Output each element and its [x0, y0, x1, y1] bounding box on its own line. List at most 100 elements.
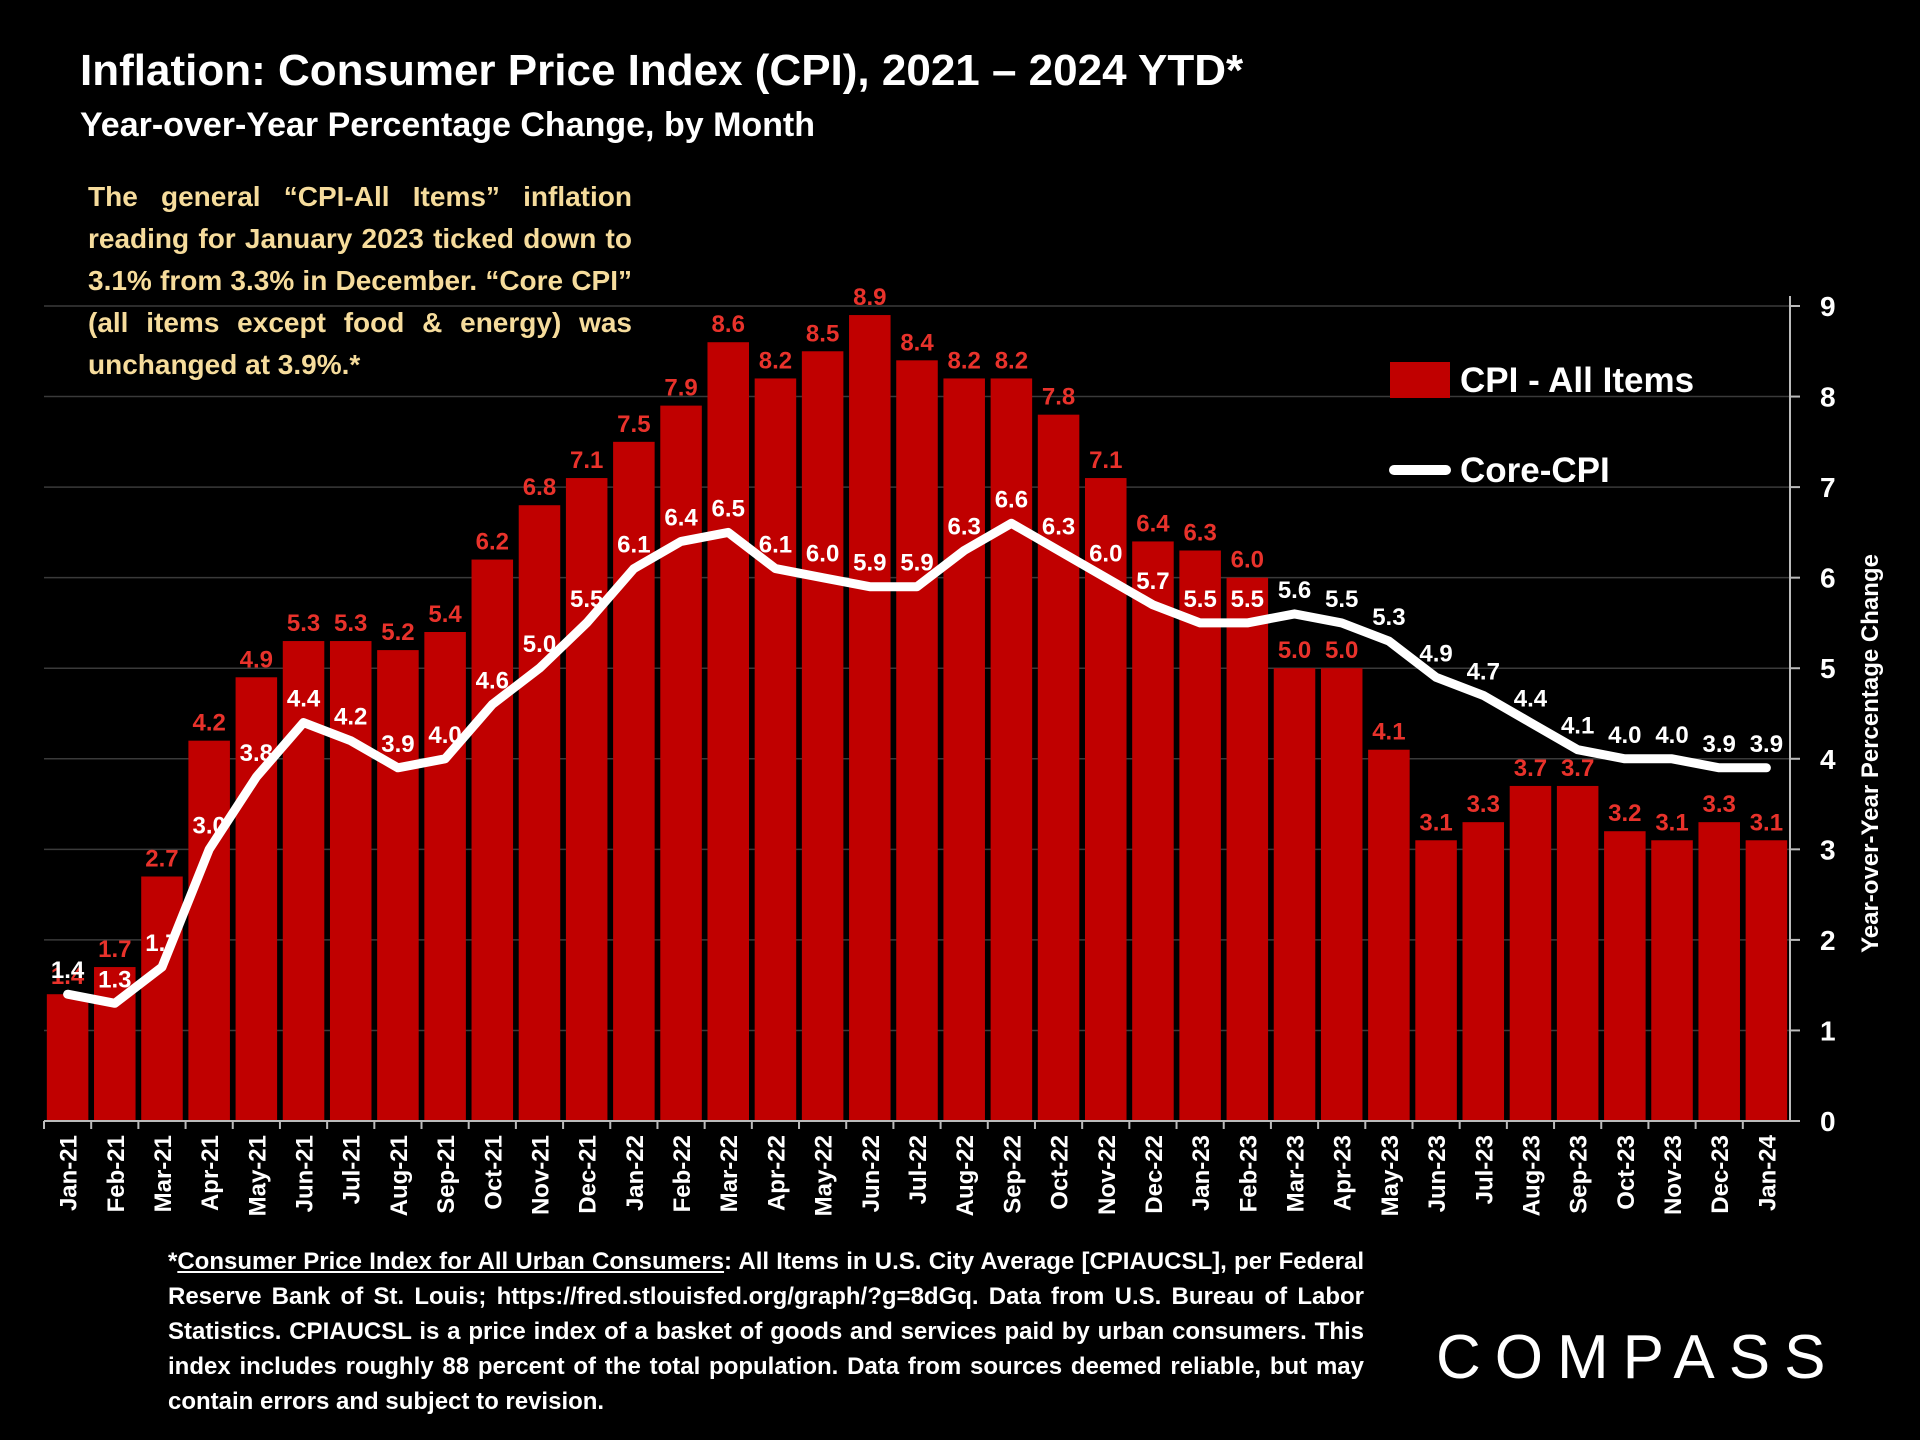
core-cpi-label: 6.1 — [617, 532, 650, 559]
cpi-bar — [1415, 840, 1457, 1121]
core-cpi-label: 6.6 — [995, 486, 1028, 513]
x-tick-label: Jul-22 — [905, 1135, 932, 1204]
core-cpi-label: 5.5 — [1325, 586, 1358, 613]
cpi-bar-label: 6.8 — [523, 474, 556, 501]
x-tick-label: Mar-23 — [1283, 1135, 1310, 1212]
cpi-bar — [1509, 785, 1552, 1121]
cpi-bar-label: 8.2 — [759, 347, 792, 374]
cpi-bar-label: 8.5 — [806, 320, 839, 347]
cpi-bar — [188, 740, 230, 1121]
core-cpi-label: 6.1 — [759, 532, 792, 559]
cpi-bar — [896, 360, 938, 1121]
cpi-bar — [329, 641, 372, 1121]
core-cpi-label: 5.6 — [1278, 577, 1311, 604]
core-cpi-label: 5.5 — [570, 586, 603, 613]
axes: 0 1 2 3 4 5 6 7 8 9 Year-over-Year Percentage Chan… — [43, 291, 1884, 1216]
x-tick-label: Jun-22 — [858, 1135, 885, 1212]
x-tick-label: Sep-23 — [1566, 1135, 1593, 1214]
footnote-series-link[interactable]: Consumer Price Index for All Urban Consu… — [177, 1248, 725, 1275]
cpi-bar — [990, 378, 1033, 1121]
core-cpi-line-group — [63, 518, 1771, 1008]
cpi-bar — [1226, 577, 1269, 1121]
core-cpi-label: 6.4 — [664, 504, 698, 531]
core-cpi-labels: 1.4 1.3 1.7 3.0 3.8 4.4 4.2 3.9 4.0 4.6 5.0 5.5 6.1 6… — [51, 486, 1783, 993]
core-cpi-label: 4.7 — [1467, 658, 1500, 685]
legend-label-core: Core-CPI — [1460, 451, 1610, 490]
cpi-bar — [1651, 840, 1693, 1121]
x-tick-label: Nov-23 — [1660, 1135, 1687, 1215]
cpi-bar — [1745, 840, 1788, 1121]
compass-logo: COMPASS — [1436, 1323, 1840, 1392]
cpi-bar — [1462, 822, 1505, 1121]
core-cpi-label: 6.3 — [1042, 514, 1075, 541]
cpi-bar-label: 7.9 — [664, 375, 697, 402]
cpi-bar-label: 6.3 — [1183, 520, 1216, 547]
x-tick-label: Jul-21 — [339, 1135, 366, 1204]
footnote-body: : All Items in U.S. City Average [CPIAUC… — [168, 1248, 1365, 1415]
cpi-bar — [46, 994, 89, 1121]
x-tick-label: Mar-22 — [716, 1135, 743, 1212]
x-tick-label: Mar-21 — [150, 1135, 177, 1212]
cpi-bar-label: 6.4 — [1136, 510, 1170, 537]
legend-label-cpi: CPI - All Items — [1460, 361, 1694, 400]
cpi-bar-label: 3.2 — [1608, 800, 1641, 827]
x-tick-label: Jun-21 — [292, 1135, 319, 1212]
x-tick-label: Nov-22 — [1094, 1135, 1121, 1215]
cpi-bar-label: 8.2 — [948, 347, 981, 374]
cpi-bar — [1698, 822, 1740, 1121]
footnote-prefix: * — [168, 1248, 178, 1275]
core-cpi-label: 5.9 — [853, 550, 886, 577]
cpi-bar-label: 3.1 — [1750, 809, 1783, 836]
x-tick-label: Apr-21 — [197, 1135, 224, 1211]
cpi-bar — [707, 342, 750, 1121]
core-cpi-label: 3.9 — [1703, 731, 1736, 758]
legend: CPI - All Items Core-CPI — [1389, 361, 1694, 490]
cpi-bar-labels: 1.4 1.7 2.7 4.2 4.9 5.3 5.3 5.2 5.4 6.2 6.8 7.1 7.5 7… — [51, 284, 1783, 990]
cpi-bar-label: 4.1 — [1372, 719, 1405, 746]
x-tick-label: Dec-23 — [1707, 1135, 1734, 1214]
core-cpi-label: 6.5 — [712, 495, 745, 522]
x-tick-label: Dec-21 — [575, 1135, 602, 1214]
chart-title: Inflation: Consumer Price Index (CPI), 2… — [80, 46, 1244, 95]
cpi-bar — [1179, 550, 1221, 1121]
cpi-bar — [1556, 785, 1599, 1121]
x-tick-label: Jan-22 — [622, 1135, 649, 1211]
cpi-bar — [235, 677, 278, 1121]
x-tick-label: Apr-22 — [763, 1135, 790, 1211]
cpi-bar — [1368, 749, 1410, 1121]
core-cpi-label: 5.5 — [1183, 586, 1216, 613]
cpi-bar-label: 5.2 — [381, 619, 414, 646]
cpi-bar-label: 1.4 — [51, 963, 85, 990]
cpi-bar — [849, 315, 891, 1121]
y-tick-label: 5 — [1820, 653, 1836, 684]
source-footnote: *Consumer Price Index for All Urban Cons… — [168, 1244, 1364, 1419]
cpi-bar-label: 3.7 — [1561, 755, 1594, 782]
cpi-bar-label: 8.4 — [900, 329, 934, 356]
y-tick-label: 4 — [1820, 744, 1836, 775]
y-tick-label: 1 — [1820, 1015, 1836, 1046]
y-tick-label: 0 — [1820, 1106, 1836, 1137]
core-cpi-label: 3.9 — [381, 731, 414, 758]
cpi-bar — [377, 650, 419, 1121]
core-cpi-label: 4.4 — [287, 686, 321, 713]
cpi-chart: 1.4 1.7 2.7 4.2 4.9 5.3 5.3 5.2 5.4 6.2 6.8 7.1 7.5 7… — [43, 284, 1884, 1216]
core-cpi-label: 4.4 — [1514, 686, 1548, 713]
x-tick-label: Feb-21 — [103, 1135, 130, 1212]
core-cpi-label: 3.9 — [1750, 731, 1783, 758]
x-tick-label: Sep-21 — [433, 1135, 460, 1214]
commentary-note: The general “CPI-All Items” inflation re… — [88, 181, 632, 380]
chart-subtitle: Year-over-Year Percentage Change, by Mon… — [80, 106, 816, 144]
core-cpi-label: 5.3 — [1372, 604, 1405, 631]
core-cpi-label: 4.0 — [1608, 722, 1641, 749]
core-cpi-label: 5.5 — [1231, 586, 1264, 613]
cpi-bar-label: 7.5 — [617, 411, 650, 438]
cpi-bar — [660, 405, 702, 1122]
core-cpi-label: 6.3 — [948, 514, 981, 541]
cpi-bar — [518, 505, 561, 1121]
x-tick-label: Aug-23 — [1518, 1135, 1545, 1216]
cpi-bar-label: 1.7 — [98, 936, 131, 963]
cpi-bar — [1320, 668, 1363, 1121]
core-cpi-label: 1.7 — [145, 930, 178, 957]
core-cpi-label: 4.9 — [1419, 640, 1452, 667]
x-tick-label: Feb-23 — [1235, 1135, 1262, 1212]
